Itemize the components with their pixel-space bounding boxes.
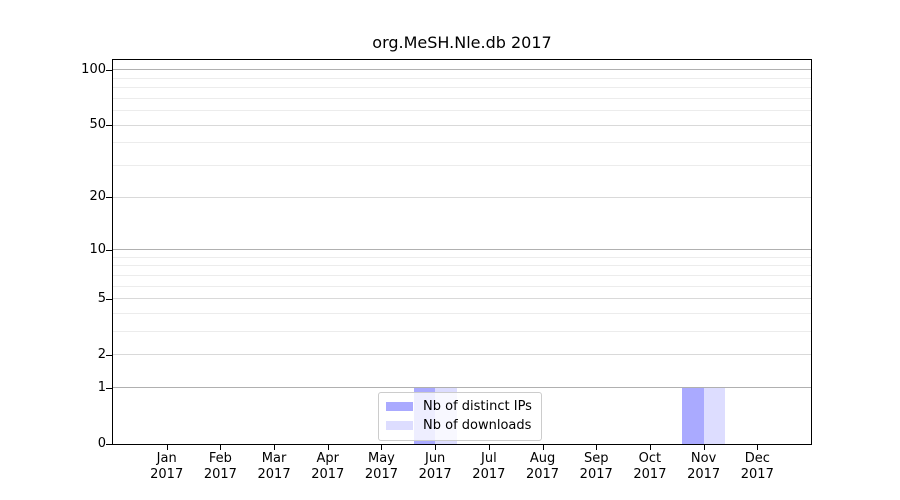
x-tick — [435, 445, 437, 450]
y-tick-label: 20 — [89, 189, 106, 205]
legend-label-distinct-ips: Nb of distinct IPs — [423, 399, 532, 414]
gridline — [113, 165, 811, 167]
x-tick — [381, 445, 383, 450]
gridline — [113, 313, 811, 314]
chart-title: org.MeSH.Nle.db 2017 — [372, 33, 552, 52]
x-tick-label: Nov 2017 — [687, 451, 721, 482]
plot-area — [112, 59, 812, 445]
legend-entry-downloads: Nb of downloads — [386, 416, 532, 435]
legend-swatch-downloads — [386, 421, 413, 430]
gridline — [113, 274, 811, 276]
x-tick-label: Mar 2017 — [257, 451, 291, 482]
x-tick — [220, 445, 222, 450]
gridline — [113, 142, 811, 144]
gridline — [113, 298, 811, 300]
x-tick — [649, 445, 651, 450]
x-tick-label: Jan 2017 — [150, 451, 184, 482]
y-tick-label: 1 — [97, 379, 106, 395]
x-tick-label: Jul 2017 — [472, 451, 506, 482]
x-tick-label: Oct 2017 — [633, 451, 667, 482]
gridline — [113, 124, 811, 126]
y-tick-label: 0 — [97, 436, 106, 451]
y-tick — [106, 444, 112, 445]
y-tick — [106, 197, 112, 199]
x-tick-label: Dec 2017 — [740, 451, 774, 482]
y-tick-label: 50 — [89, 117, 106, 133]
gridline — [113, 387, 811, 389]
y-tick — [106, 387, 112, 389]
bar-downloads — [703, 387, 726, 444]
legend-swatch-distinct-ips — [386, 402, 413, 411]
y-tick — [106, 125, 112, 127]
y-tick — [106, 249, 112, 251]
gridline — [113, 69, 811, 71]
y-tick — [106, 69, 112, 71]
gridline — [113, 77, 811, 79]
gridline — [113, 331, 811, 333]
gridline — [113, 196, 811, 198]
x-tick-label: Feb 2017 — [203, 451, 237, 482]
x-tick-label: Jun 2017 — [418, 451, 452, 482]
legend: Nb of distinct IPs Nb of downloads — [378, 392, 542, 441]
x-tick — [542, 445, 544, 450]
x-tick — [166, 445, 168, 450]
x-tick — [274, 445, 276, 450]
gridline — [113, 256, 811, 258]
gridline — [113, 354, 811, 356]
y-tick-label: 100 — [81, 61, 106, 77]
x-tick — [327, 445, 329, 450]
x-tick — [596, 445, 598, 450]
y-tick — [106, 354, 112, 356]
gridline — [113, 265, 811, 267]
gridline — [113, 110, 811, 112]
gridline — [113, 249, 811, 251]
y-tick-label: 10 — [89, 241, 106, 257]
x-tick-label: Apr 2017 — [311, 451, 345, 482]
x-tick — [757, 445, 759, 450]
x-tick-label: Aug 2017 — [525, 451, 560, 482]
x-tick-label: May 2017 — [364, 451, 398, 482]
bar-distinct-ips — [682, 387, 704, 444]
y-tick — [106, 298, 112, 300]
gridline — [113, 97, 811, 99]
y-tick-label: 2 — [97, 346, 106, 362]
x-tick — [488, 445, 490, 450]
legend-label-downloads: Nb of downloads — [423, 418, 532, 433]
legend-entry-distinct-ips: Nb of distinct IPs — [386, 397, 532, 416]
gridline — [113, 285, 811, 287]
y-tick-label: 5 — [97, 290, 106, 306]
x-tick-label: Sep 2017 — [579, 451, 613, 482]
x-tick — [703, 445, 705, 450]
gridline — [113, 87, 811, 89]
